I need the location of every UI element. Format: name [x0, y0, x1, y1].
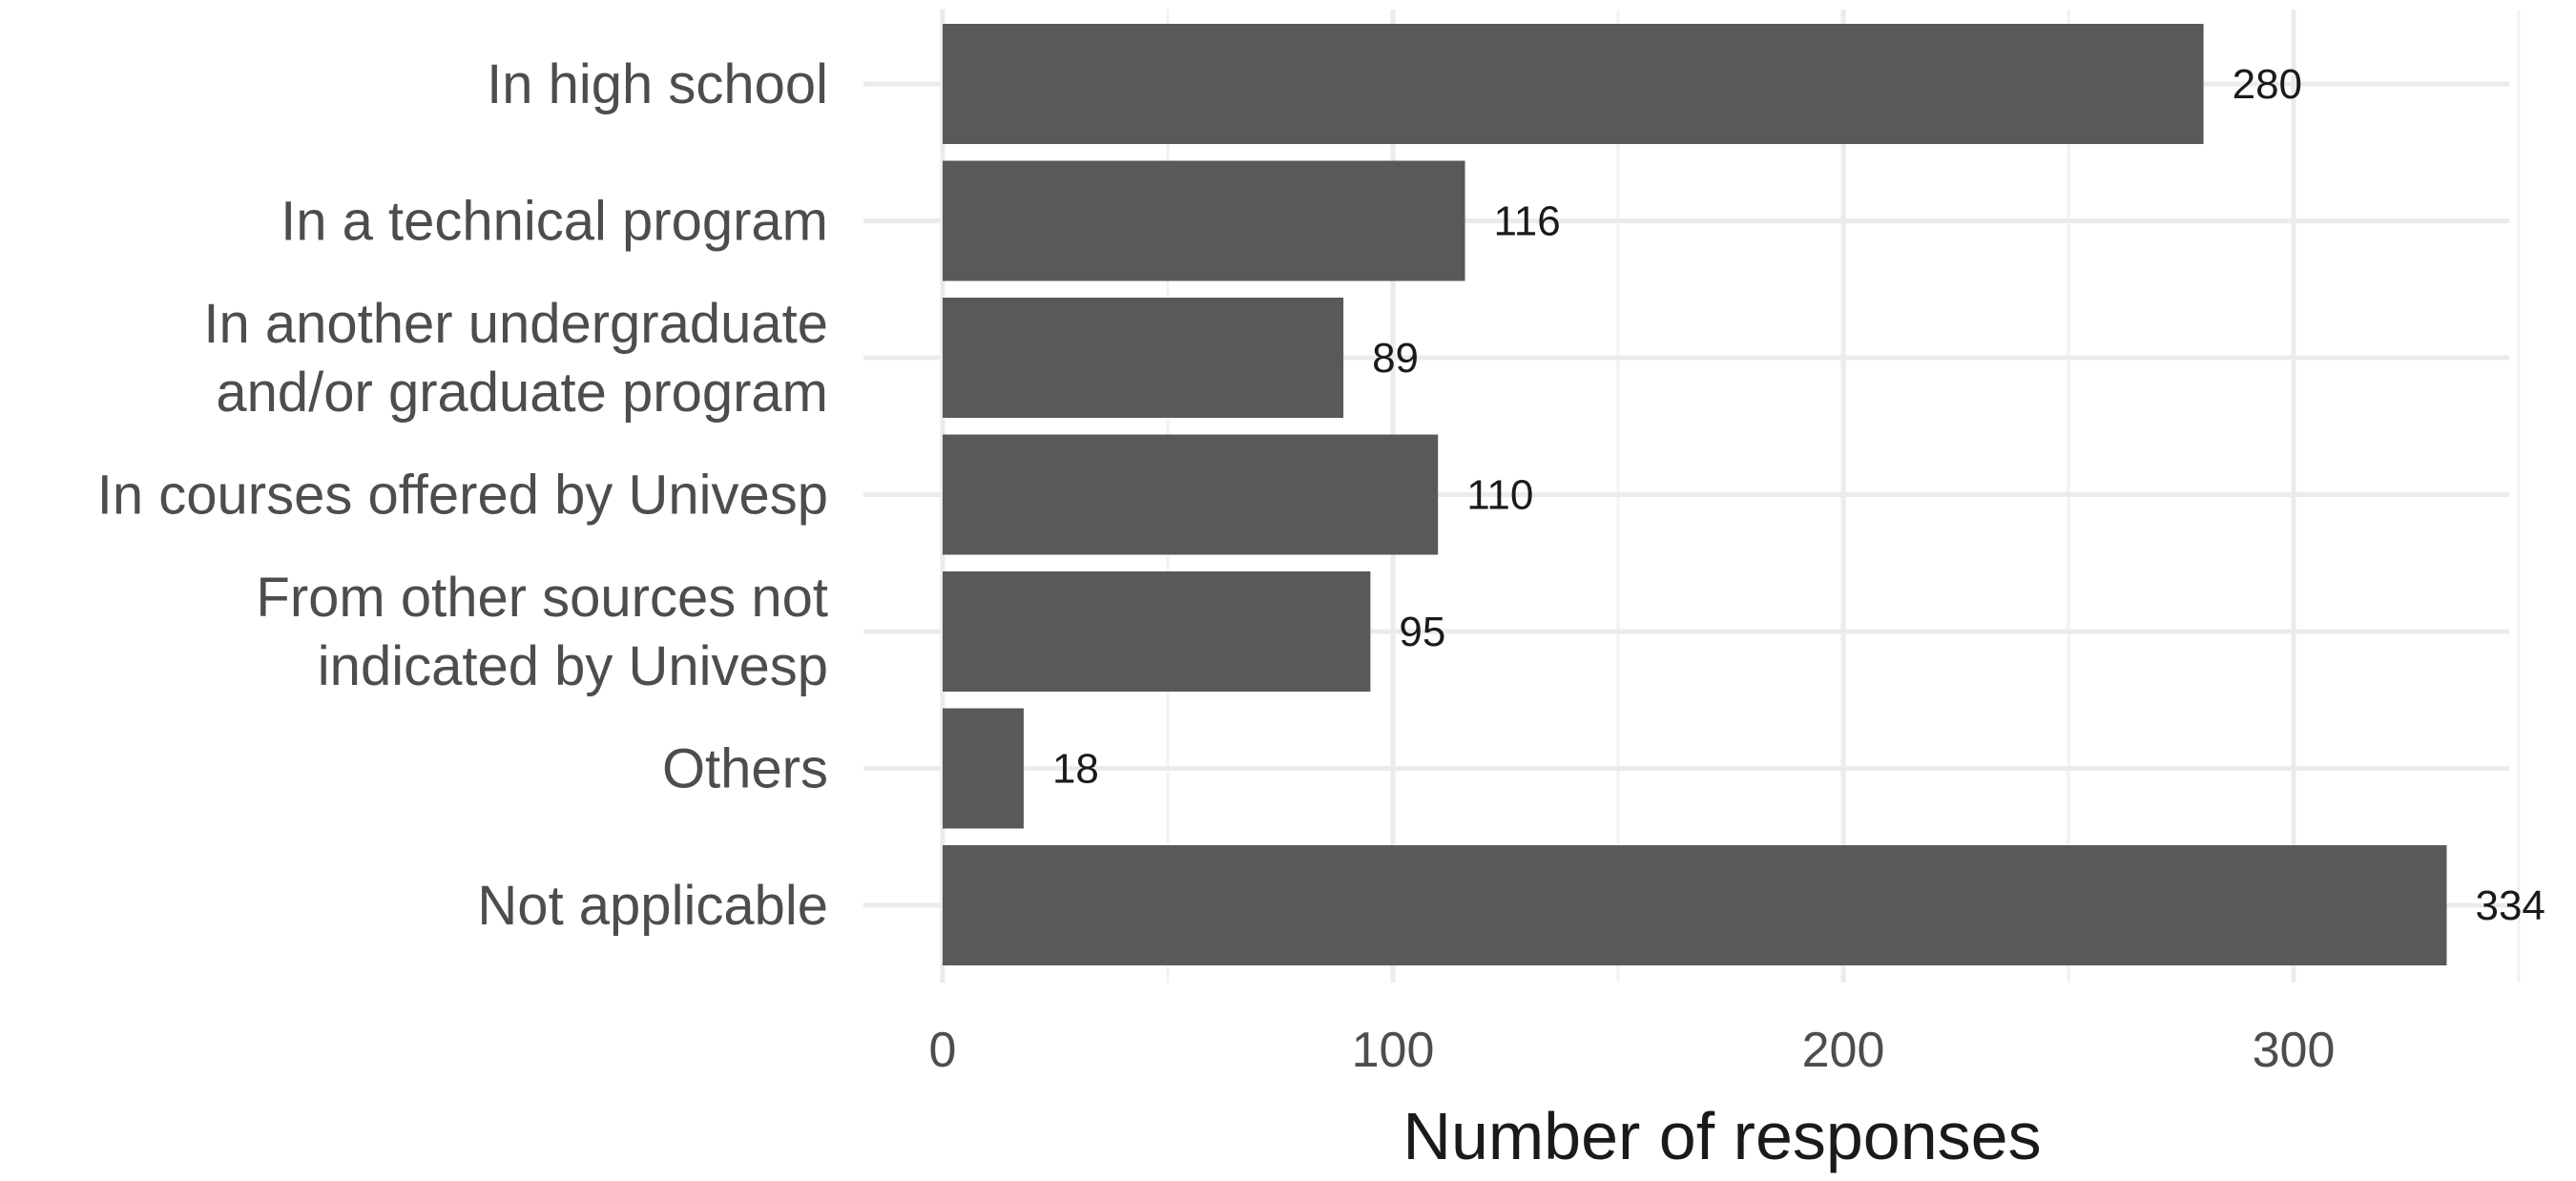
- x-tick-label: 100: [1352, 1023, 1435, 1078]
- bar: [943, 434, 1439, 555]
- bar: [943, 845, 2447, 965]
- bar: [943, 708, 1024, 829]
- data-label: 334: [2475, 882, 2545, 929]
- x-tick-label: 200: [1802, 1023, 1885, 1078]
- data-label: 110: [1466, 472, 1533, 519]
- category-label: In courses offered by Univesp: [97, 465, 828, 527]
- x-axis-title: Number of responses: [1402, 1099, 2041, 1173]
- category-label: In another undergraduate and/or graduate …: [203, 293, 828, 424]
- data-label: 116: [1494, 198, 1561, 245]
- bar: [943, 24, 2204, 144]
- category-label: In high school: [487, 53, 828, 115]
- data-labels: 280 116 89 110 95 18 334: [1052, 61, 2545, 929]
- category-label: In a technical program: [280, 191, 828, 253]
- bar: [943, 298, 1344, 418]
- bar: [943, 160, 1465, 281]
- data-label: 89: [1372, 335, 1419, 382]
- category-labels: In high school In a technical program In a…: [97, 53, 828, 937]
- data-label: 280: [2233, 61, 2302, 108]
- x-tick-label: 0: [929, 1023, 957, 1078]
- data-label: 95: [1399, 609, 1445, 655]
- bars: [943, 24, 2447, 965]
- category-label: Others: [662, 738, 828, 800]
- x-tick-labels: 0 100 200 300: [929, 1023, 2336, 1078]
- category-label: Not applicable: [477, 875, 828, 937]
- x-tick-label: 300: [2253, 1023, 2336, 1078]
- bar: [943, 571, 1371, 692]
- data-label: 18: [1052, 746, 1099, 793]
- category-label: From other sources not indicated by Unive…: [256, 567, 828, 697]
